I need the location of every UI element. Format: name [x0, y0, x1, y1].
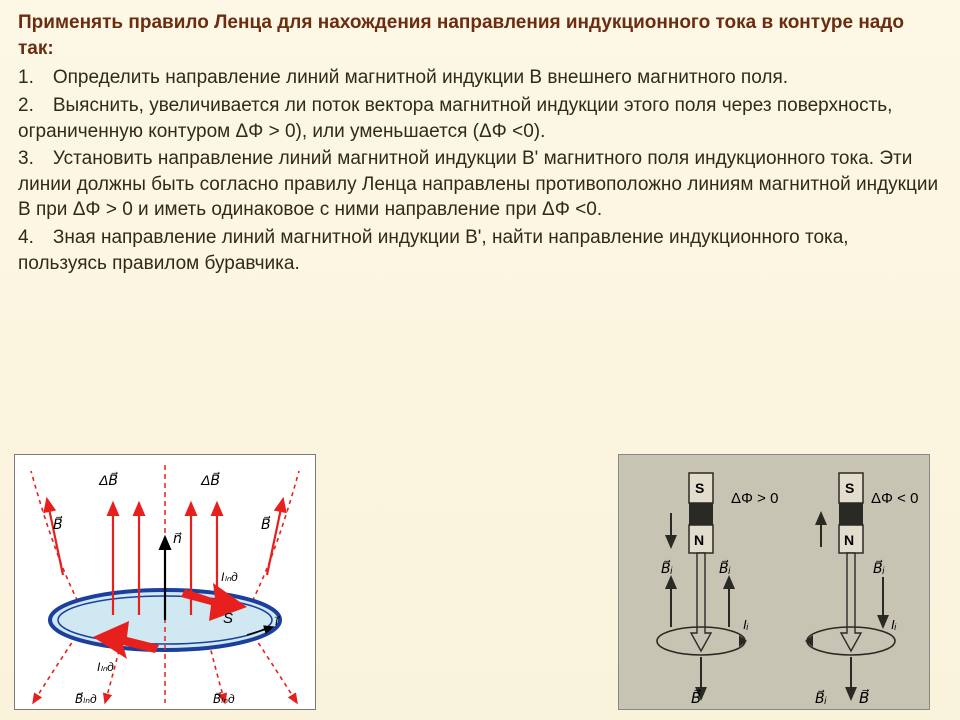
step-2: 2. Выяснить, увеличивается ли поток вект… [18, 93, 942, 144]
fig2-right-s: S [845, 480, 854, 496]
figures-container: n⃗ ΔB⃗ ΔB⃗ B⃗ B⃗ Iₗₙд Iₗₙд i⃗ S [0, 450, 960, 720]
fig2-bi-l2: B⃗ᵢ [719, 559, 731, 576]
fig2-ii-l: Iᵢ [743, 617, 749, 632]
step-3: 3. Установить направление линий магнитно… [18, 146, 942, 223]
fig2-left-s: S [695, 480, 704, 496]
fig2-left-n: N [694, 532, 704, 548]
fig1-label-b-r: B⃗ [261, 515, 271, 532]
fig2-b-r: B⃗ [859, 688, 869, 707]
fig2-dphi-neg: ΔΦ < 0 [871, 490, 918, 507]
fig1-label-iind-bot: Iₗₙд [97, 660, 114, 674]
fig1-label-bind-r: B⃗ₗₙд [213, 692, 235, 706]
fig1-label-db-r: ΔB⃗ [200, 471, 220, 488]
fig1-label-b-l: B⃗ [53, 515, 63, 532]
fig1-label-bind-l: B⃗ₗₙд [75, 692, 97, 706]
step-1: 1. Определить направление линий магнитно… [18, 65, 942, 91]
fig1-label-s: S [223, 610, 233, 627]
fig2-bi-bot: B⃗ᵢ [815, 689, 827, 706]
figure-ring-diagram: n⃗ ΔB⃗ ΔB⃗ B⃗ B⃗ Iₗₙд Iₗₙд i⃗ S [14, 454, 316, 710]
fig2-bi-r: B⃗ᵢ [873, 559, 885, 576]
fig1-label-db-l: ΔB⃗ [98, 471, 118, 488]
fig2-ii-r: Iᵢ [891, 617, 897, 632]
fig1-label-n: n⃗ [173, 530, 182, 546]
fig2-b-l: B⃗ [691, 688, 701, 707]
figure-magnets-diagram: S N S N ΔΦ > 0 ΔΦ < 0 B⃗ᵢ B⃗ᵢ B⃗ [618, 454, 930, 710]
fig1-label-iind-top: Iₗₙд [221, 570, 238, 584]
fig2-dphi-pos: ΔΦ > 0 [731, 490, 778, 507]
step-4: 4. Зная направление линий магнитной инду… [18, 225, 942, 276]
fig2-bi-l: B⃗ᵢ [661, 559, 673, 576]
lenz-rule-heading: Применять правило Ленца для нахождения н… [18, 10, 942, 61]
fig2-right-n: N [844, 532, 854, 548]
